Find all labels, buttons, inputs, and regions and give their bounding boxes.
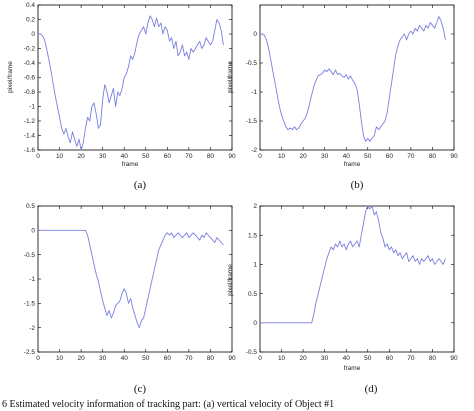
y-tick-label: 2: [253, 203, 257, 210]
x-tick-label: 50: [142, 355, 150, 362]
subfigure-caption-b: (b): [351, 179, 364, 191]
x-tick-label: 80: [207, 153, 215, 160]
x-tick-label: 20: [299, 355, 307, 362]
y-tick-label: -1.5: [24, 301, 36, 308]
subfigure-caption-c: (c): [134, 383, 147, 395]
chart-a: 0 10 20 30 40 50 60 70 80 90 -1.6 -1.4 -1.2 -1 -0.8 -0.…: [7, 2, 236, 191]
y-tick-label: 0: [253, 320, 257, 327]
y-tick-label: -0.2: [24, 46, 36, 53]
subfigure-caption-d: (d): [365, 383, 378, 395]
x-tick-label: 40: [343, 355, 351, 362]
x-tick-label: 30: [321, 355, 329, 362]
x-tick-label: 50: [364, 355, 372, 362]
y-tick-label: -1.6: [24, 147, 36, 154]
x-tick-label: 80: [207, 355, 215, 362]
y-tick-label: 0: [253, 31, 257, 38]
subfigure-caption-a: (a): [134, 179, 147, 191]
chart-c: 0 10 20 30 40 50 60 70 80 90 -2.5 -2 -1.5 -1 -0.5 0 0.5 (…: [24, 203, 236, 395]
y-tick-label: 0.2: [26, 17, 35, 24]
x-tick-label: 40: [343, 153, 351, 160]
x-tick-label: 30: [321, 153, 329, 160]
x-tick-label: 80: [429, 153, 437, 160]
series-line-a: [38, 15, 224, 151]
x-tick-label: 10: [56, 355, 64, 362]
y-tick-label: -0.5: [24, 252, 36, 259]
y-tick-label: 0: [31, 228, 35, 235]
y-tick-label: 0.4: [26, 2, 35, 9]
y-tick-label: -1.4: [24, 133, 36, 140]
x-tick-label: 60: [164, 355, 172, 362]
series-line-b: [260, 16, 446, 142]
x-tick-label: 70: [185, 153, 193, 160]
x-tick-label: 0: [258, 153, 262, 160]
y-tick-label: -2: [251, 147, 257, 154]
y-axis-label: pixel/frame: [227, 264, 234, 296]
chart-d: 0 10 20 30 40 50 60 70 80 90-0.500.511.52framepix…: [227, 203, 458, 395]
x-tick-label: 10: [278, 355, 286, 362]
x-tick-label: 10: [278, 153, 286, 160]
x-tick-label: 50: [142, 153, 150, 160]
x-tick-label: 70: [407, 153, 415, 160]
x-tick-label: 20: [299, 153, 307, 160]
y-tick-label: 1.5: [248, 232, 257, 239]
x-tick-label: 90: [228, 355, 236, 362]
x-tick-label: 20: [77, 355, 85, 362]
y-tick-label: -0.5: [246, 349, 258, 356]
x-tick-label: 90: [228, 153, 236, 160]
x-tick-label: 90: [450, 153, 458, 160]
x-tick-label: 90: [450, 355, 458, 362]
x-tick-label: 40: [121, 153, 129, 160]
y-tick-label: 0.5: [248, 291, 257, 298]
plot-frame-b: [259, 4, 455, 151]
x-tick-label: 40: [121, 355, 129, 362]
y-axis-label: pixel/frame: [227, 61, 234, 93]
y-tick-label: -0.8: [24, 89, 36, 96]
x-axis-label: frame: [344, 161, 361, 168]
y-tick-label: 0: [31, 31, 35, 38]
y-tick-label: 0.5: [26, 203, 35, 210]
x-tick-label: 80: [429, 355, 437, 362]
x-tick-label: 0: [36, 153, 40, 160]
x-tick-label: 60: [164, 153, 172, 160]
y-tick-label: -1.2: [24, 118, 36, 125]
x-axis-label: frame: [122, 161, 139, 168]
x-tick-label: 30: [99, 153, 107, 160]
y-tick-label: -1: [251, 89, 257, 96]
y-tick-label: -2.5: [24, 349, 36, 356]
charts-group: 0 10 20 30 40 50 60 70 80 90-1.6-1.4-1.2-1-0.8-0.…: [7, 2, 458, 395]
y-axis-label: pixel/frame: [7, 61, 14, 93]
x-tick-label: 50: [364, 153, 372, 160]
y-tick-label: -1: [29, 276, 35, 283]
x-tick-label: 60: [386, 355, 394, 362]
chart-b: 0 10 20 30 40 50 60 70 80 90 -2 -1.5 -1 -0.5 0 frame pix…: [227, 4, 458, 191]
y-tick-label: -0.5: [246, 60, 258, 67]
x-tick-label: 70: [185, 355, 193, 362]
x-tick-label: 0: [258, 355, 262, 362]
y-tick-label: 1: [253, 262, 257, 269]
x-tick-label: 20: [77, 153, 85, 160]
x-tick-label: 60: [386, 153, 394, 160]
y-tick-label: -0.4: [24, 60, 36, 67]
y-tick-label: -1.5: [246, 118, 258, 125]
y-tick-label: -1: [29, 104, 35, 111]
series-line-c: [38, 229, 224, 329]
x-tick-label: 10: [56, 153, 64, 160]
series-line-d: [260, 205, 446, 324]
figure-bottom-caption: 6 Estimated velocity information of trac…: [2, 399, 334, 410]
x-tick-label: 0: [36, 355, 40, 362]
x-axis-label: frame: [344, 365, 361, 372]
y-tick-label: -0.6: [24, 75, 36, 82]
y-tick-label: -2: [29, 325, 35, 332]
x-tick-label: 30: [99, 355, 107, 362]
x-tick-label: 70: [407, 355, 415, 362]
plot-frame-d: [259, 205, 455, 353]
